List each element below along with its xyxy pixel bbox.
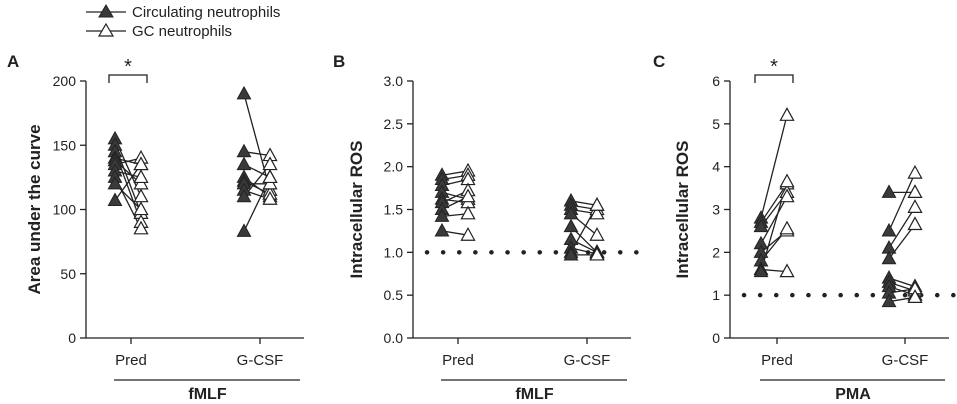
pair-line bbox=[760, 183, 788, 223]
panel-letter: B bbox=[333, 52, 345, 71]
x-tick-label: G-CSF bbox=[237, 352, 284, 369]
panel-a: A 0 50 100 150 200 Area under the curve Pred G-C… bbox=[7, 52, 304, 403]
x-tick-label: Pred bbox=[761, 352, 793, 369]
gc-point bbox=[779, 107, 795, 121]
gc-point bbox=[589, 197, 605, 211]
significance-label: * bbox=[124, 56, 132, 78]
group-label: fMLF bbox=[515, 386, 553, 403]
y-tick-label: 0 bbox=[712, 330, 720, 346]
pair-line bbox=[760, 196, 788, 245]
circulating-point bbox=[881, 184, 897, 198]
legend-gc-label: GC neutrophils bbox=[132, 23, 232, 40]
significance-bracket bbox=[108, 74, 148, 83]
gc-point bbox=[589, 226, 605, 241]
gc-point bbox=[779, 173, 795, 188]
gc-point bbox=[133, 220, 149, 235]
pair-line bbox=[114, 164, 142, 201]
gc-point bbox=[262, 169, 278, 184]
circulating-point bbox=[753, 263, 769, 278]
y-tick-label: 6 bbox=[712, 73, 720, 89]
gc-point bbox=[460, 205, 476, 220]
y-tick-label: 0.0 bbox=[384, 330, 404, 346]
circulating-point bbox=[434, 222, 450, 237]
gc-point bbox=[907, 164, 923, 179]
y-tick-label: 0 bbox=[68, 330, 76, 346]
circulating-point bbox=[881, 250, 897, 265]
y-axis-label: Area under the curve bbox=[25, 124, 44, 294]
gc-point bbox=[779, 188, 795, 203]
gc-point bbox=[262, 191, 278, 205]
circulating-point bbox=[434, 208, 450, 222]
gc-point bbox=[133, 188, 149, 203]
circulating-point bbox=[881, 222, 897, 237]
circulating-point bbox=[236, 223, 252, 237]
gc-point bbox=[133, 201, 149, 216]
legend: Circulating neutrophils GC neutrophils bbox=[86, 4, 280, 40]
gc-point bbox=[779, 220, 795, 235]
x-tick-label: Pred bbox=[442, 352, 474, 369]
gc-point bbox=[907, 289, 923, 303]
gc-point bbox=[907, 216, 923, 231]
y-tick-label: 150 bbox=[53, 137, 77, 153]
gc-point bbox=[133, 156, 149, 171]
panel-letter: C bbox=[653, 52, 665, 71]
y-tick-label: 2 bbox=[712, 244, 720, 260]
y-tick-label: 1 bbox=[712, 287, 720, 303]
group-label: fMLF bbox=[188, 386, 226, 403]
gc-point bbox=[589, 205, 605, 220]
y-tick-label: 5 bbox=[712, 116, 720, 132]
circulating-point bbox=[563, 218, 579, 233]
y-axis-label: Intracellular ROS bbox=[673, 141, 692, 279]
y-tick-label: 2.0 bbox=[384, 159, 404, 175]
y-tick-label: 3 bbox=[712, 202, 720, 218]
y-axis-label: Intracellular ROS bbox=[347, 141, 366, 279]
gc-point bbox=[589, 246, 605, 261]
y-tick-label: 50 bbox=[60, 266, 76, 282]
gc-point bbox=[907, 199, 923, 213]
circulating-point bbox=[107, 192, 123, 207]
circulating-point bbox=[236, 143, 252, 158]
pair-line bbox=[760, 115, 788, 219]
panel-b: B 0.0 0.5 1.0 1.5 2.0 2.5 3.0 Intracellular ROS P… bbox=[333, 52, 648, 403]
y-tick-label: 0.5 bbox=[384, 287, 404, 303]
significance-label: * bbox=[770, 56, 778, 78]
gc-point bbox=[460, 188, 476, 203]
circulating-point bbox=[881, 293, 897, 308]
y-tick-label: 200 bbox=[53, 73, 77, 89]
circulating-point bbox=[236, 188, 252, 203]
circulating-point bbox=[236, 85, 252, 100]
gc-point bbox=[133, 169, 149, 184]
gc-point bbox=[907, 184, 923, 199]
x-tick-label: G-CSF bbox=[564, 352, 611, 369]
circulating-point bbox=[107, 175, 123, 190]
pair-line bbox=[243, 93, 271, 191]
gc-point bbox=[779, 263, 795, 278]
y-tick-label: 3.0 bbox=[384, 73, 404, 89]
x-tick-label: G-CSF bbox=[882, 352, 929, 369]
x-tick-label: Pred bbox=[115, 352, 147, 369]
panel-letter: A bbox=[7, 52, 19, 71]
y-tick-label: 4 bbox=[712, 159, 720, 175]
legend-circulating-label: Circulating neutrophils bbox=[132, 4, 280, 21]
gc-point bbox=[460, 226, 476, 241]
y-tick-label: 2.5 bbox=[384, 116, 404, 132]
circulating-point bbox=[236, 156, 252, 171]
significance-bracket bbox=[754, 74, 794, 83]
y-tick-label: 1.5 bbox=[384, 202, 404, 218]
circulating-point bbox=[753, 218, 769, 233]
panel-c: C 0 1 2 3 4 5 6 Intracellular ROS Pred G-CSF PMA * bbox=[653, 52, 957, 403]
legend-gc-marker bbox=[97, 22, 115, 37]
pair-line bbox=[888, 207, 916, 249]
legend-circulating-marker bbox=[98, 4, 114, 18]
group-label: PMA bbox=[835, 386, 871, 403]
pair-line bbox=[888, 172, 916, 232]
y-tick-label: 1.0 bbox=[384, 244, 404, 260]
circulating-point bbox=[563, 246, 579, 261]
y-tick-label: 100 bbox=[53, 202, 77, 218]
